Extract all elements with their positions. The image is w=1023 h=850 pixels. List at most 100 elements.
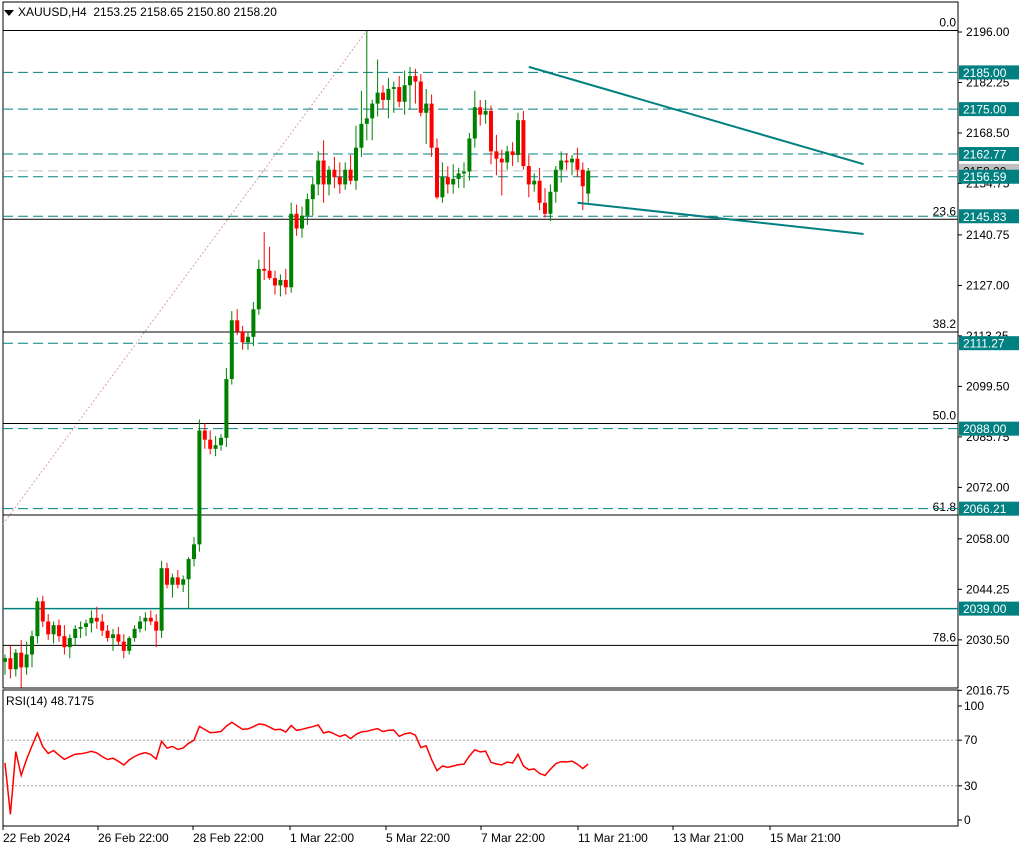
candle-body: [532, 180, 537, 185]
candle: [251, 301, 256, 347]
candle: [408, 66, 412, 110]
candle-body: [208, 439, 213, 449]
candle: [559, 151, 564, 183]
candle: [354, 125, 358, 190]
time-axis-label: 5 Mar 22:00: [386, 831, 450, 845]
fibonacci-label: 78.6: [933, 630, 957, 644]
candle: [84, 619, 88, 637]
rsi-label: RSI(14) 48.7175: [6, 694, 94, 708]
candle-body: [359, 123, 364, 148]
candle-body: [229, 320, 234, 380]
candle-body: [451, 178, 456, 185]
candle: [89, 610, 94, 633]
price-axis-label: 2044.25: [966, 582, 1010, 596]
candle-body: [170, 577, 175, 585]
time-axis-label: 15 Mar 21:00: [770, 831, 841, 845]
candle-body: [300, 215, 304, 229]
level-tag-bg: [959, 65, 1019, 80]
candle-body: [316, 160, 321, 185]
candle-body: [159, 568, 164, 631]
level-tag-bg: [959, 601, 1019, 616]
level-tag-label: 2039.00: [963, 602, 1007, 616]
dropdown-triangle-icon[interactable]: [4, 9, 14, 16]
candle: [116, 626, 121, 646]
candle: [343, 162, 348, 190]
candle-body: [148, 617, 153, 622]
candle-body: [472, 107, 477, 139]
candle: [364, 30, 369, 141]
candle: [186, 557, 191, 609]
candle: [289, 202, 294, 293]
candle: [132, 625, 137, 642]
candle: [219, 434, 223, 451]
level-tag-label: 2162.77: [963, 148, 1007, 162]
candle-body: [337, 177, 342, 185]
candle: [310, 177, 315, 216]
candle-body: [489, 110, 493, 152]
candle: [3, 654, 7, 675]
candle-body: [192, 544, 196, 560]
price-axis-label: 2196.00: [966, 25, 1010, 39]
candle-body: [202, 430, 207, 440]
level-price-tag: 2162.77: [959, 147, 1019, 162]
candle: [391, 81, 396, 113]
candle: [516, 112, 520, 163]
time-axis-label: 26 Feb 22:00: [98, 831, 169, 845]
candle: [35, 597, 40, 644]
candle: [246, 331, 250, 350]
level-tag-label: 2175.00: [963, 103, 1007, 117]
candle-body: [370, 103, 375, 119]
candle-body: [499, 158, 504, 163]
candle: [413, 68, 418, 104]
price-axis-label: 2030.50: [966, 633, 1010, 647]
fibonacci-baseline: [2, 30, 368, 525]
candle-body: [154, 621, 159, 631]
candle: [337, 162, 342, 194]
candle: [424, 88, 429, 145]
candle: [429, 94, 434, 157]
candle-body: [521, 120, 526, 167]
level-tag-bg: [959, 501, 1019, 516]
level-tag-label: 2111.27: [963, 337, 1005, 351]
price-axis-label: 2072.00: [966, 480, 1010, 494]
candle-body: [224, 379, 229, 438]
candle-body: [321, 160, 326, 185]
level-tag-label: 2185.00: [963, 66, 1007, 80]
candle-body: [327, 169, 331, 185]
ohlc-values: 2153.25 2158.65 2150.80 2158.20: [93, 5, 277, 19]
candle-body: [273, 278, 277, 286]
candle: [327, 166, 331, 196]
level-tag-bg: [959, 147, 1019, 162]
candle-body: [343, 169, 348, 185]
candle: [451, 164, 456, 194]
candle-body: [67, 637, 72, 648]
level-tag-bg: [959, 169, 1019, 184]
candle-body: [386, 88, 391, 100]
candle: [494, 134, 499, 176]
level-price-tag: 2111.27: [959, 336, 1019, 351]
candle-body: [143, 617, 148, 622]
candle-body: [456, 173, 461, 179]
candle: [348, 155, 353, 185]
rsi-axis-label: 0: [964, 813, 971, 827]
candle-body: [8, 658, 13, 670]
candle: [278, 274, 283, 297]
candle: [526, 155, 531, 198]
fibonacci-label: 61.8: [933, 500, 957, 514]
candle: [332, 156, 337, 189]
candle-body: [494, 151, 499, 159]
candle-body: [3, 658, 7, 662]
candle: [235, 309, 240, 335]
candle-body: [564, 160, 569, 163]
candle: [267, 246, 272, 280]
candle-body: [262, 268, 267, 271]
candle: [505, 145, 510, 170]
candle: [580, 162, 585, 211]
candle: [435, 138, 439, 200]
candle: [154, 614, 159, 648]
candle: [208, 430, 213, 455]
candle-body: [165, 568, 169, 585]
candle-body: [116, 634, 121, 642]
candle: [321, 140, 326, 203]
